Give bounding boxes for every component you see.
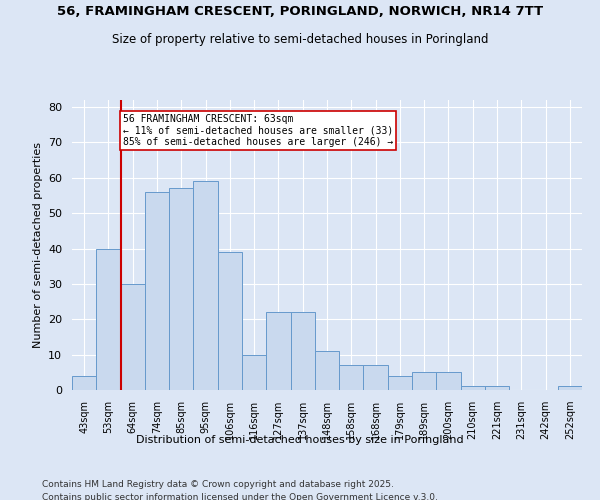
Bar [193, 182, 218, 390]
Bar [339, 365, 364, 390]
Bar [485, 386, 509, 390]
Bar [315, 351, 339, 390]
Y-axis label: Number of semi-detached properties: Number of semi-detached properties [32, 142, 43, 348]
Bar [72, 376, 96, 390]
Bar [461, 386, 485, 390]
Text: Size of property relative to semi-detached houses in Poringland: Size of property relative to semi-detach… [112, 32, 488, 46]
Bar [388, 376, 412, 390]
Bar [96, 248, 121, 390]
Text: 56 FRAMINGHAM CRESCENT: 63sqm
← 11% of semi-detached houses are smaller (33)
85%: 56 FRAMINGHAM CRESCENT: 63sqm ← 11% of s… [123, 114, 393, 148]
Bar [169, 188, 193, 390]
Text: Distribution of semi-detached houses by size in Poringland: Distribution of semi-detached houses by … [136, 435, 464, 445]
Text: 56, FRAMINGHAM CRESCENT, PORINGLAND, NORWICH, NR14 7TT: 56, FRAMINGHAM CRESCENT, PORINGLAND, NOR… [57, 5, 543, 18]
Bar [290, 312, 315, 390]
Bar [145, 192, 169, 390]
Bar [242, 354, 266, 390]
Bar [364, 365, 388, 390]
Bar [436, 372, 461, 390]
Bar [266, 312, 290, 390]
Bar [412, 372, 436, 390]
Bar [558, 386, 582, 390]
Text: Contains HM Land Registry data © Crown copyright and database right 2025.: Contains HM Land Registry data © Crown c… [42, 480, 394, 489]
Text: Contains public sector information licensed under the Open Government Licence v.: Contains public sector information licen… [42, 492, 438, 500]
Bar [121, 284, 145, 390]
Bar [218, 252, 242, 390]
